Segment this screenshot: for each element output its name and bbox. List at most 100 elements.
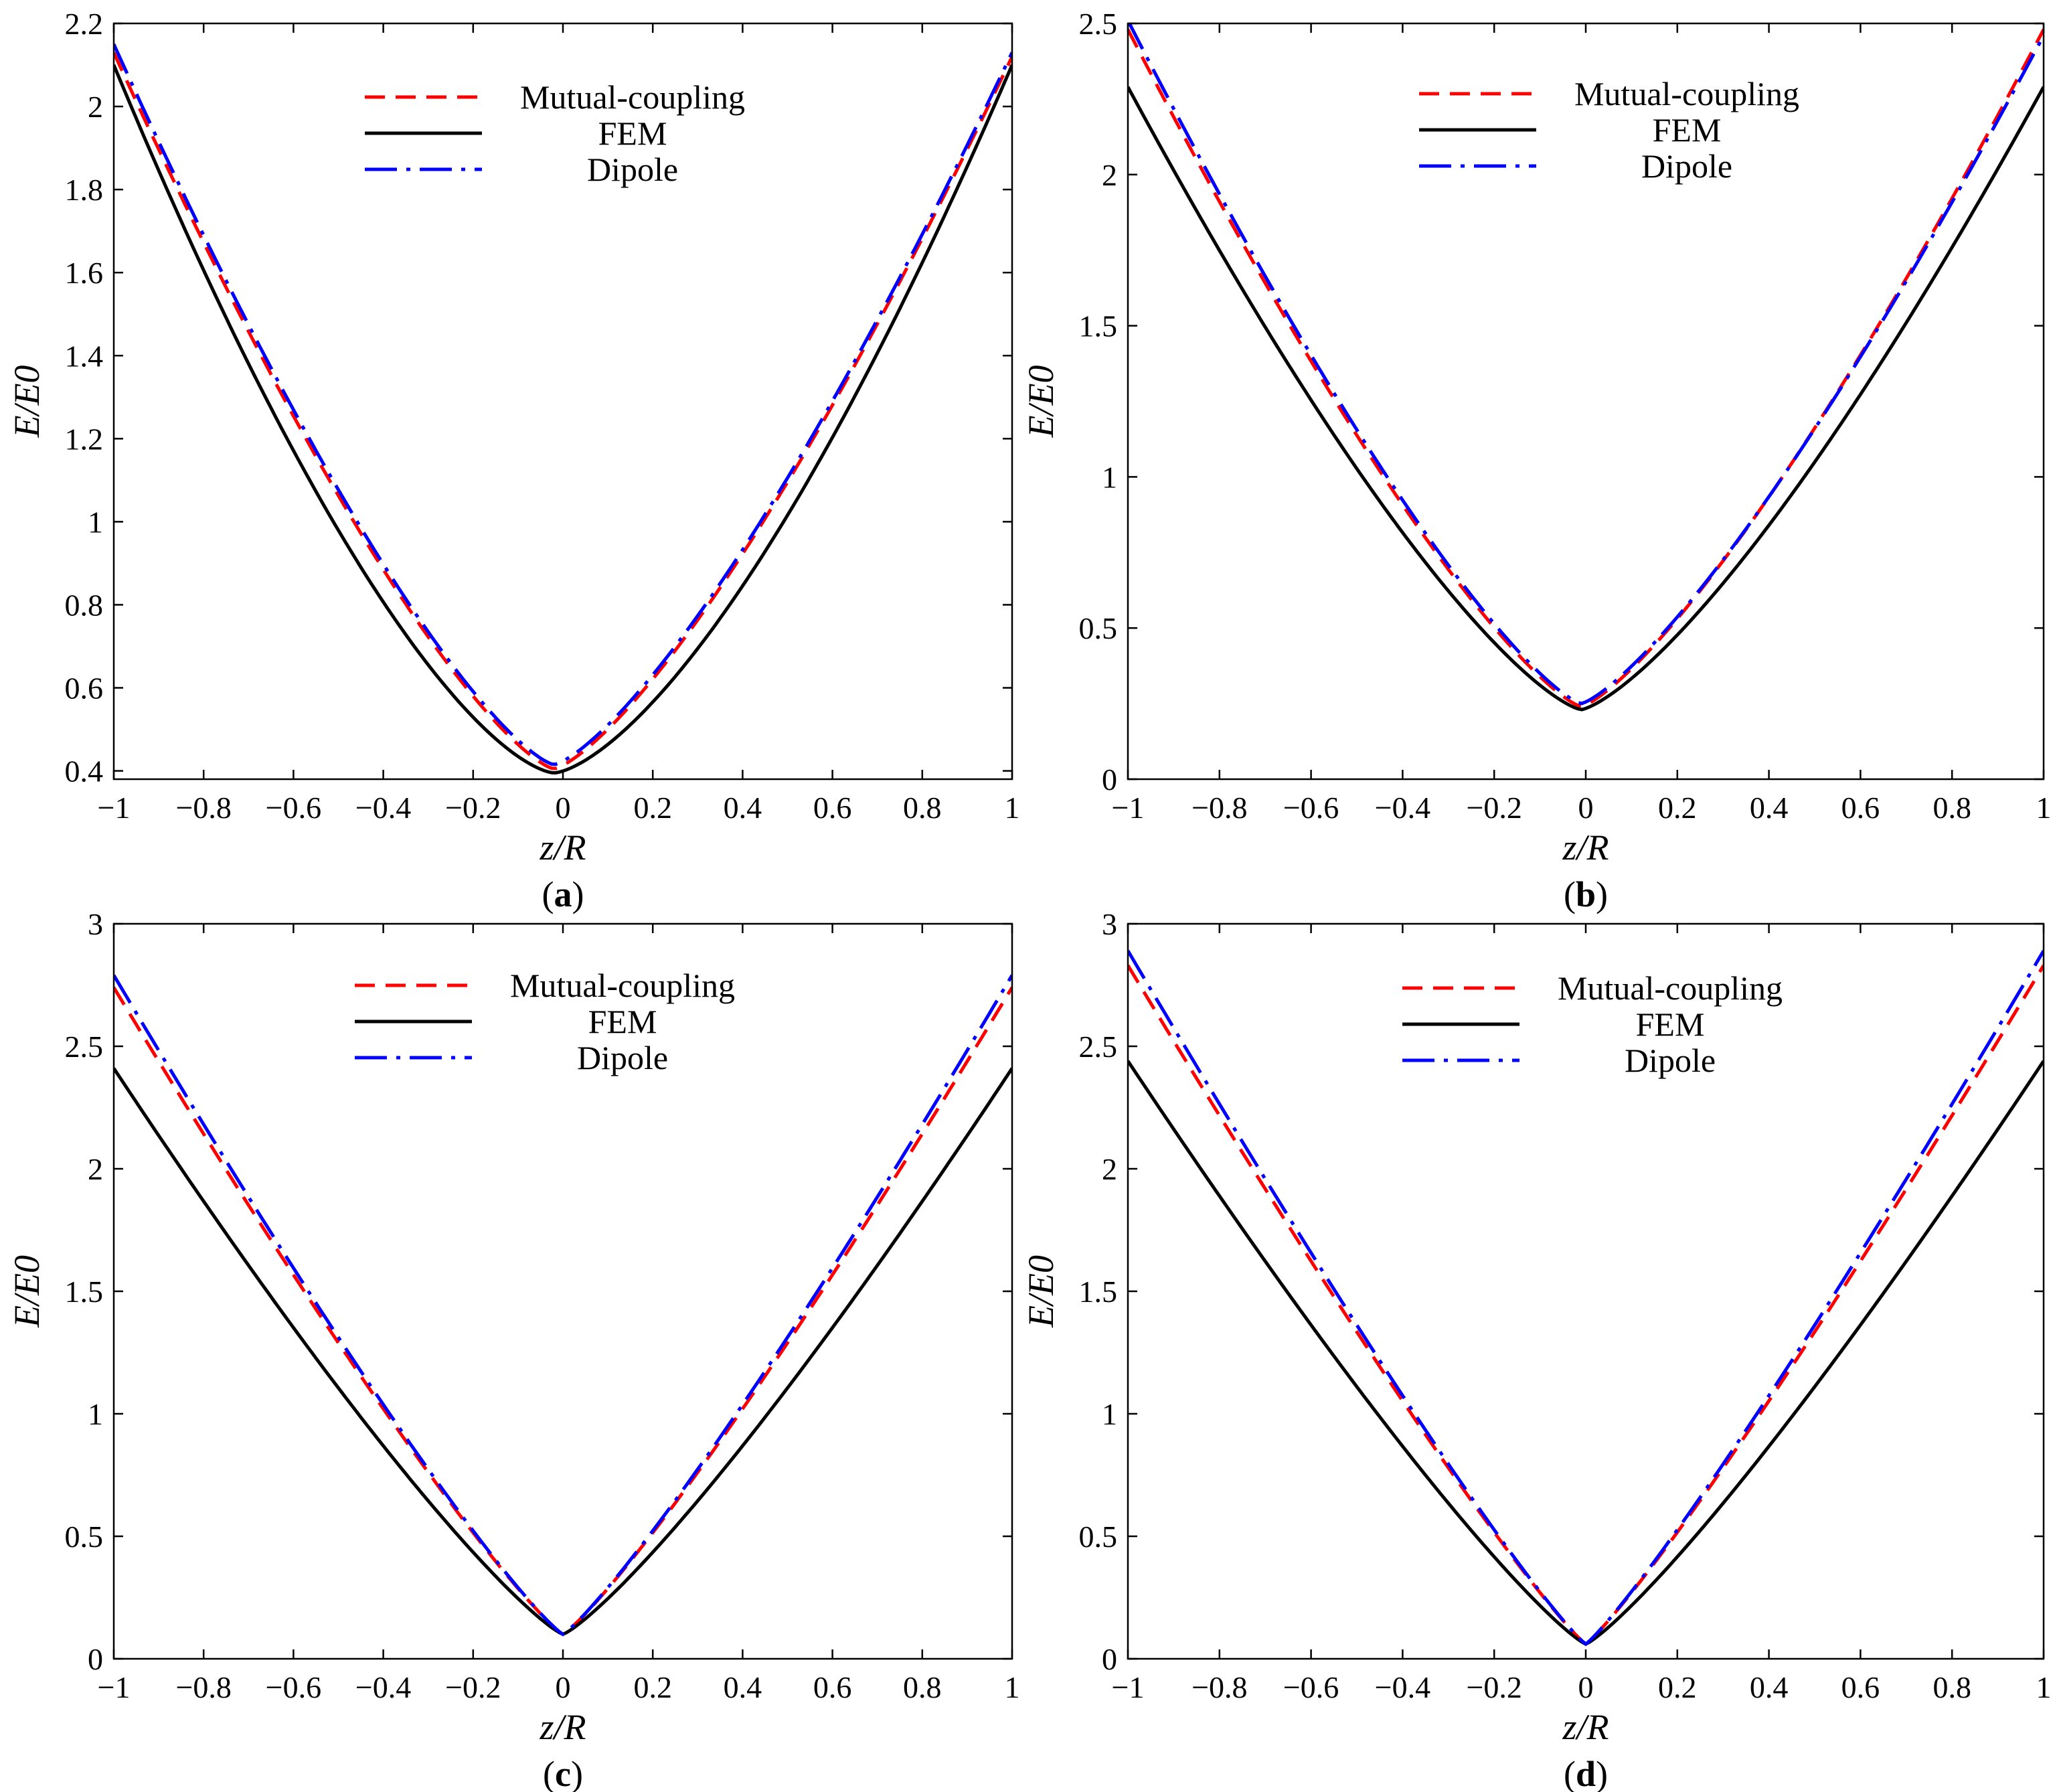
x-tick-label: 0 [1578, 1670, 1594, 1704]
panel-label: (c) [543, 1754, 583, 1792]
series-group [1128, 23, 2044, 712]
y-tick-label: 0 [1102, 762, 1117, 797]
y-tick-label: 1.2 [65, 422, 104, 456]
y-tick-label: 1.8 [65, 173, 104, 207]
y-tick-label: 1 [1102, 460, 1117, 494]
x-tick-label: 0.4 [1750, 791, 1789, 825]
x-tick-label: 0.2 [633, 791, 672, 825]
y-tick-label: 0.5 [65, 1520, 104, 1554]
legend-label: Dipole [1641, 147, 1732, 185]
y-tick-label: 1.6 [65, 256, 104, 290]
series-line-dipole [114, 43, 1012, 766]
x-tick-label: −0.6 [1283, 791, 1339, 825]
y-tick-label: 1.4 [65, 339, 104, 373]
x-tick-label: −1 [98, 791, 131, 825]
series-group [1128, 950, 2044, 1647]
x-tick-label: 1 [1005, 1670, 1020, 1704]
y-axis-label: E/E0 [1021, 1255, 1061, 1328]
y-tick-label: 0.6 [65, 671, 104, 706]
legend-label: Mutual-coupling [1558, 969, 1783, 1007]
x-tick-label: 0.4 [1750, 1670, 1789, 1704]
y-tick-label: 2.5 [1079, 7, 1118, 41]
x-tick-label: 0.6 [813, 1670, 852, 1704]
x-tick-label: −1 [1112, 1670, 1145, 1704]
legend-label: FEM [598, 114, 667, 152]
legend-label: Mutual-coupling [520, 78, 745, 116]
legend-label: FEM [588, 1003, 657, 1040]
x-tick-label: −0.4 [355, 791, 411, 825]
x-tick-label: 0 [556, 1670, 571, 1704]
x-tick-label: 1 [1005, 791, 1020, 825]
series-line-fem [1128, 1060, 2044, 1646]
x-tick-label: −0.6 [1283, 1670, 1339, 1704]
axes-frame [112, 922, 1013, 1660]
x-tick-label: 0 [1578, 791, 1594, 825]
panel-label: (b) [1564, 874, 1608, 914]
x-tick-label: 0.6 [1841, 791, 1880, 825]
series-line-dipole [1128, 23, 2044, 706]
x-tick-label: 0.4 [724, 1670, 762, 1704]
y-axis-label: E/E0 [1021, 365, 1061, 438]
series-line-mutual [114, 52, 1012, 770]
x-tick-label: −0.2 [1466, 1670, 1521, 1704]
x-tick-label: 0.2 [633, 1670, 672, 1704]
x-tick-label: 1 [2036, 1670, 2052, 1704]
y-tick-label: 0.8 [65, 588, 104, 622]
panel-c: −1 −0.8 −0.6 −0.4 −0.2 0 0.2 0.4 0.6 0.8 1 0 0.5 1 1.5… [7, 907, 1020, 1792]
series-group [114, 43, 1012, 775]
series-line-fem [114, 1067, 1012, 1637]
x-tick-label: 0.6 [1841, 1670, 1880, 1704]
x-tick-label: −0.8 [175, 791, 231, 825]
y-tick-label: 2 [88, 90, 103, 124]
x-tick-label: 0.2 [1658, 791, 1697, 825]
x-tick-label: −1 [98, 1670, 131, 1704]
x-tick-label: −1 [1112, 791, 1145, 825]
x-tick-label: 0.4 [724, 791, 762, 825]
x-tick-label: 0 [556, 791, 571, 825]
legend-label: Mutual-coupling [510, 967, 735, 1004]
y-tick-label: 0 [88, 1642, 103, 1676]
series-line-mutual [1128, 964, 2044, 1647]
y-tick-label: 2 [88, 1152, 103, 1186]
x-tick-label: 0.8 [903, 791, 942, 825]
x-tick-label: −0.6 [266, 1670, 321, 1704]
y-tick-label: 1.5 [65, 1275, 104, 1309]
panel-b: −1 −0.8 −0.6 −0.4 −0.2 0 0.2 0.4 0.6 0.8 1 0 0.5 1 1.5… [1021, 7, 2052, 914]
x-tick-label: −0.2 [1466, 791, 1521, 825]
series-line-mutual [114, 986, 1012, 1637]
legend-label: Dipole [577, 1039, 668, 1076]
series-line-fem [1128, 86, 2044, 712]
x-tick-label: 0.8 [1932, 791, 1971, 825]
x-tick-label: −0.2 [445, 791, 501, 825]
y-tick-label: 1 [88, 505, 103, 539]
x-tick-label: −0.4 [1375, 1670, 1430, 1704]
x-tick-label: −0.4 [1375, 791, 1430, 825]
x-tick-label: −0.6 [266, 791, 321, 825]
y-tick-label: 1.5 [1079, 1275, 1118, 1309]
axes-frame [1127, 922, 2045, 1660]
y-axis-label: E/E0 [7, 365, 47, 438]
series-line-fem [114, 64, 1012, 775]
x-tick-label: 0.8 [1932, 1670, 1971, 1704]
legend-label: Mutual-coupling [1574, 75, 1799, 112]
x-tick-label: −0.8 [175, 1670, 231, 1704]
series-line-dipole [1128, 950, 2044, 1647]
y-tick-label: 2.2 [65, 7, 104, 41]
y-axis-label: E/E0 [7, 1255, 47, 1328]
y-tick-label: 2 [1102, 158, 1117, 192]
x-axis-label: z/R [539, 827, 586, 868]
x-axis-label: z/R [539, 1707, 586, 1747]
y-tick-label: 3 [88, 907, 103, 941]
axes-frame [1127, 22, 2045, 781]
y-tick-label: 0.5 [1079, 611, 1118, 645]
series-line-dipole [114, 974, 1012, 1637]
x-tick-label: 1 [2036, 791, 2052, 825]
series-group [114, 974, 1012, 1637]
x-axis-label: z/R [1562, 1707, 1609, 1747]
y-tick-label: 0 [1102, 1642, 1117, 1676]
x-tick-label: −0.8 [1191, 791, 1247, 825]
legend-label: Dipole [1625, 1042, 1716, 1079]
y-tick-label: 2 [1102, 1152, 1117, 1186]
